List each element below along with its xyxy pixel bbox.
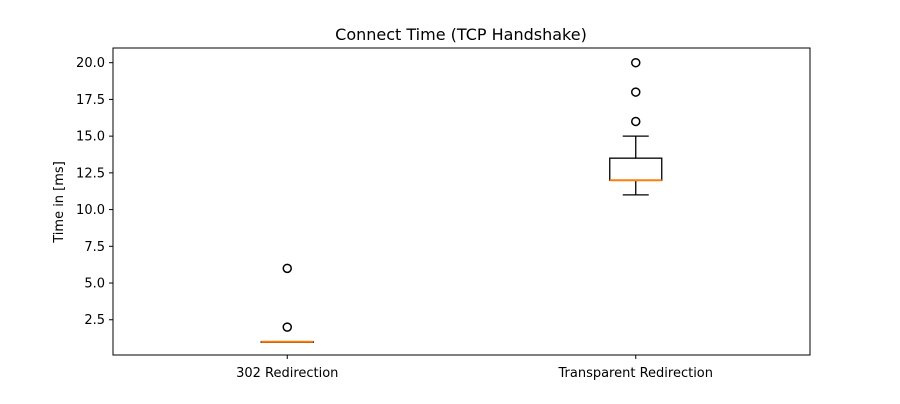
box-group [260,263,314,343]
y-tick-label: 12.5 [76,166,105,181]
y-tick-label: 10.0 [76,203,105,218]
x-axis-ticks: 302 Redirection Transparent Redirection [236,355,713,381]
outlier-point [282,263,292,274]
outlier-point [631,57,641,68]
x-tick-label: Transparent Redirection [557,366,713,381]
boxes-layer [260,57,663,343]
outlier-point [631,116,641,127]
y-axis-label: Time in [ms] [52,161,67,244]
outlier-point [282,322,292,332]
y-tick-label: 7.5 [84,240,105,255]
plot-frame [112,47,811,356]
y-tick-label: 15.0 [76,130,105,145]
box-group [609,57,663,196]
y-tick-label: 20.0 [76,56,105,71]
y-tick-label: 2.5 [84,313,105,328]
y-tick-label: 17.5 [76,93,105,108]
y-tick-label: 5.0 [84,277,105,292]
x-tick-label: 302 Redirection [236,366,338,381]
outlier-point [631,87,641,97]
chart-title: Connect Time (TCP Handshake) [335,25,587,44]
iqr-box [609,157,663,181]
y-axis-ticks: 2.5 5.0 7.5 10.0 12.5 15.0 17.5 20.0 [76,56,113,328]
